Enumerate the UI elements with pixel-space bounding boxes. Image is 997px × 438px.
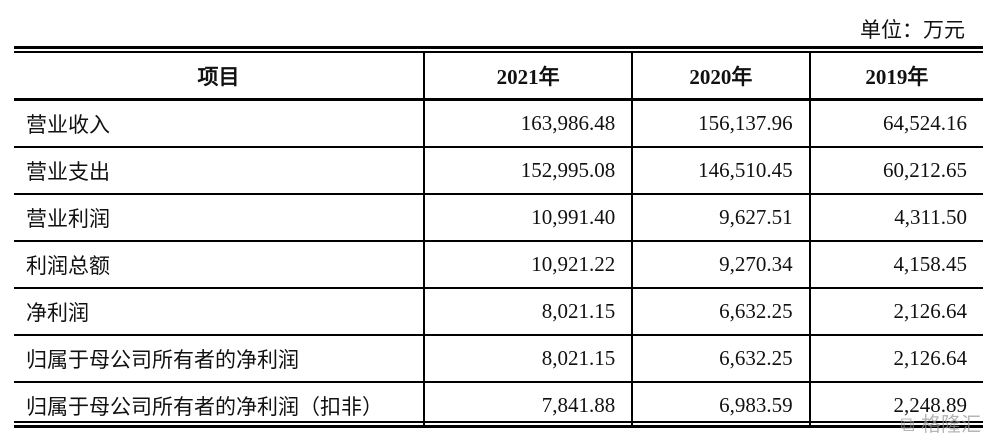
table-top-rule <box>14 46 983 49</box>
row-value: 156,137.96 <box>631 99 810 148</box>
table-row: 利润总额 10,921.22 9,270.34 4,158.45 <box>14 241 983 289</box>
row-label: 利润总额 <box>14 241 425 289</box>
row-value: 6,632.25 <box>631 335 810 383</box>
row-value: 9,627.51 <box>631 194 810 242</box>
row-value: 4,311.50 <box>808 194 983 242</box>
table-row: 归属于母公司所有者的净利润（扣非） 7,841.88 6,983.59 2,248.8… <box>14 382 983 428</box>
row-value: 10,991.40 <box>423 194 633 242</box>
row-value: 146,510.45 <box>631 147 810 195</box>
row-value: 6,983.59 <box>631 382 810 428</box>
row-label: 归属于母公司所有者的净利润（扣非） <box>26 394 383 419</box>
table-row: 营业收入 163,986.48 156,137.96 64,524.16 <box>14 99 983 148</box>
row-label: 净利润 <box>14 288 425 336</box>
row-value: 163,986.48 <box>423 99 633 148</box>
row-value: 6,632.25 <box>631 288 810 336</box>
row-value: 9,270.34 <box>631 241 810 289</box>
table-top-rule-inner <box>14 51 983 53</box>
row-value: 8,021.15 <box>423 335 633 383</box>
table-bottom-rule <box>14 425 983 428</box>
row-label: 归属于母公司所有者的净利润 <box>14 335 425 383</box>
table-row: 营业利润 10,991.40 9,627.51 4,311.50 <box>14 194 983 242</box>
row-value: 2,248.89 <box>808 382 983 428</box>
financial-table: 项目 2021年 2020年 2019年 营业收入 163,986.48 156,1… <box>14 53 983 428</box>
row-value: 8,021.15 <box>423 288 633 336</box>
header-row: 项目 2021年 2020年 2019年 <box>14 53 983 101</box>
row-value: 2,126.64 <box>808 335 983 383</box>
header-2019: 2019年 <box>808 53 983 101</box>
unit-label: 单位：万元 <box>860 18 965 42</box>
header-2021: 2021年 <box>423 53 633 101</box>
table-row: 净利润 8,021.15 6,632.25 2,126.64 <box>14 288 983 336</box>
row-value: 60,212.65 <box>808 147 983 195</box>
row-value: 2,126.64 <box>808 288 983 336</box>
row-value: 4,158.45 <box>808 241 983 289</box>
watermark-logo: ⧉ 格隆汇 <box>900 412 981 436</box>
row-value: 10,921.22 <box>423 241 633 289</box>
table-row: 归属于母公司所有者的净利润 8,021.15 6,632.25 2,126.64 <box>14 335 983 383</box>
row-label: 营业利润 <box>14 194 425 242</box>
header-item: 项目 <box>14 53 425 101</box>
row-value: 64,524.16 <box>808 99 983 148</box>
row-label: 营业支出 <box>14 147 425 195</box>
row-value: 152,995.08 <box>423 147 633 195</box>
table-bottom-rule-inner <box>14 421 983 423</box>
header-2020: 2020年 <box>631 53 810 101</box>
row-value: 7,841.88 <box>423 382 633 428</box>
table-row: 营业支出 152,995.08 146,510.45 60,212.65 <box>14 147 983 195</box>
row-label: 营业收入 <box>14 99 425 148</box>
